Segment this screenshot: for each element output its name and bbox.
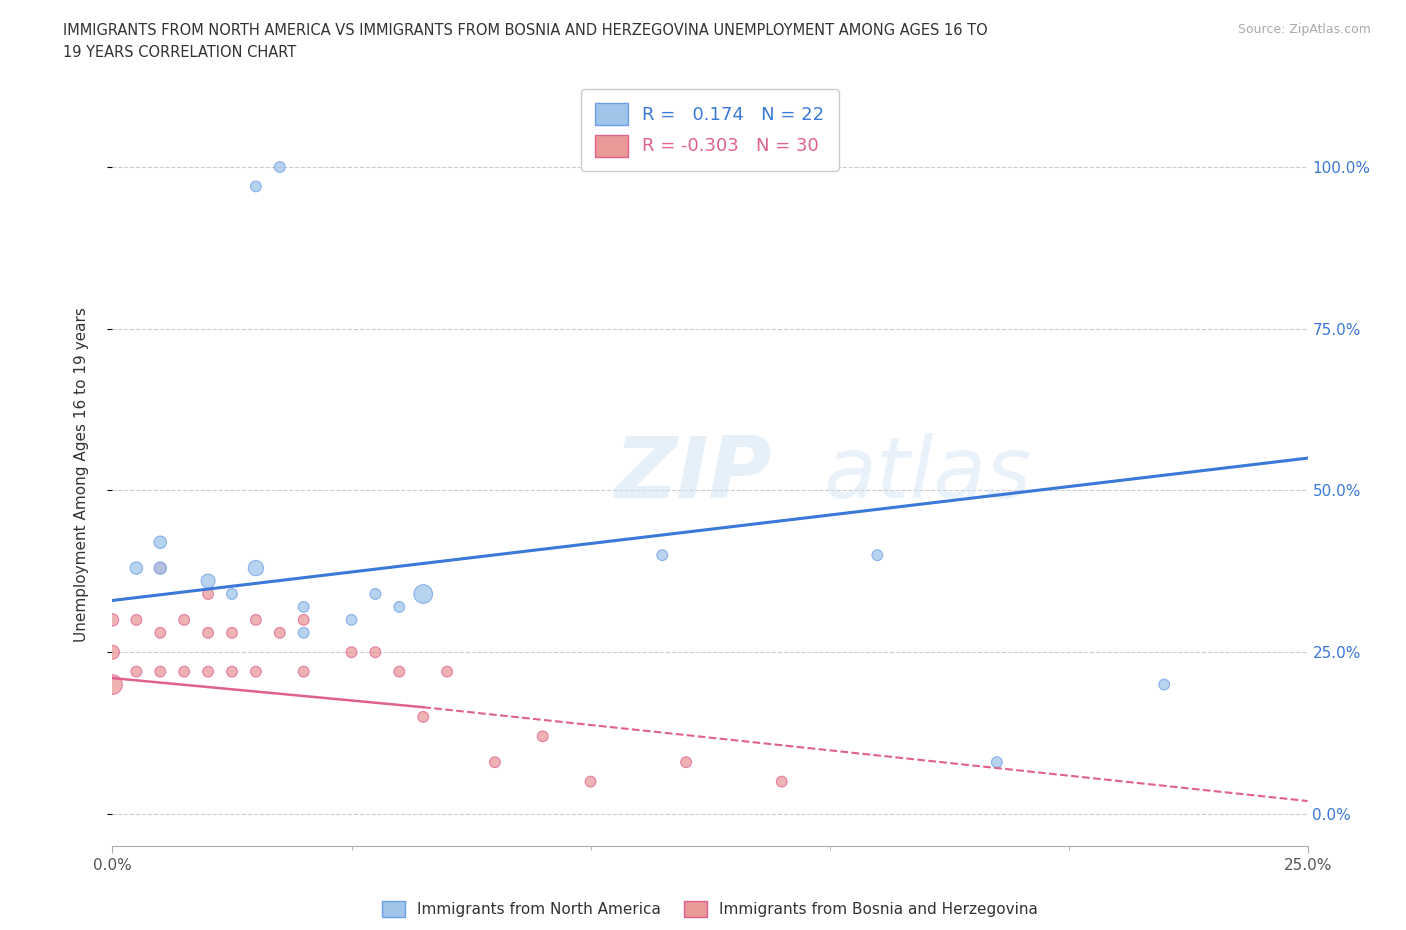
Point xyxy=(364,587,387,602)
Point xyxy=(412,710,434,724)
Text: Source: ZipAtlas.com: Source: ZipAtlas.com xyxy=(1237,23,1371,36)
Point xyxy=(770,774,793,789)
Point xyxy=(221,587,243,602)
Point xyxy=(173,664,195,679)
Point xyxy=(1153,677,1175,692)
Point xyxy=(292,664,315,679)
Point xyxy=(197,574,219,589)
Point xyxy=(125,561,148,576)
Point xyxy=(388,664,411,679)
Point xyxy=(292,600,315,615)
Point xyxy=(149,535,172,550)
Point xyxy=(197,664,219,679)
Point xyxy=(340,644,363,659)
Point xyxy=(245,179,267,193)
Point xyxy=(675,755,697,770)
Point xyxy=(245,613,267,628)
Point xyxy=(221,664,243,679)
Point xyxy=(412,587,434,602)
Point xyxy=(149,664,172,679)
Text: atlas: atlas xyxy=(824,432,1032,516)
Point xyxy=(221,625,243,640)
Point xyxy=(101,644,124,659)
Point xyxy=(651,548,673,563)
Point xyxy=(125,613,148,628)
Point xyxy=(866,548,889,563)
Point xyxy=(149,625,172,640)
Point xyxy=(149,561,172,576)
Text: IMMIGRANTS FROM NORTH AMERICA VS IMMIGRANTS FROM BOSNIA AND HERZEGOVINA UNEMPLOY: IMMIGRANTS FROM NORTH AMERICA VS IMMIGRA… xyxy=(63,23,988,38)
Text: ZIP: ZIP xyxy=(614,432,772,516)
Point xyxy=(245,664,267,679)
Point xyxy=(292,625,315,640)
Point xyxy=(197,587,219,602)
Point xyxy=(173,613,195,628)
Point xyxy=(269,625,291,640)
Point xyxy=(388,600,411,615)
Point xyxy=(364,644,387,659)
Point xyxy=(101,613,124,628)
Point xyxy=(197,625,219,640)
Text: 19 YEARS CORRELATION CHART: 19 YEARS CORRELATION CHART xyxy=(63,45,297,60)
Point xyxy=(531,729,554,744)
Legend: Immigrants from North America, Immigrants from Bosnia and Herzegovina: Immigrants from North America, Immigrant… xyxy=(375,895,1045,923)
Point xyxy=(986,755,1008,770)
Point xyxy=(245,561,267,576)
Point xyxy=(125,664,148,679)
Point xyxy=(579,774,602,789)
Y-axis label: Unemployment Among Ages 16 to 19 years: Unemployment Among Ages 16 to 19 years xyxy=(75,307,89,642)
Point xyxy=(149,561,172,576)
Point xyxy=(340,613,363,628)
Point xyxy=(484,755,506,770)
Point xyxy=(269,160,291,175)
Point xyxy=(436,664,458,679)
Point xyxy=(101,677,124,692)
Point xyxy=(292,613,315,628)
